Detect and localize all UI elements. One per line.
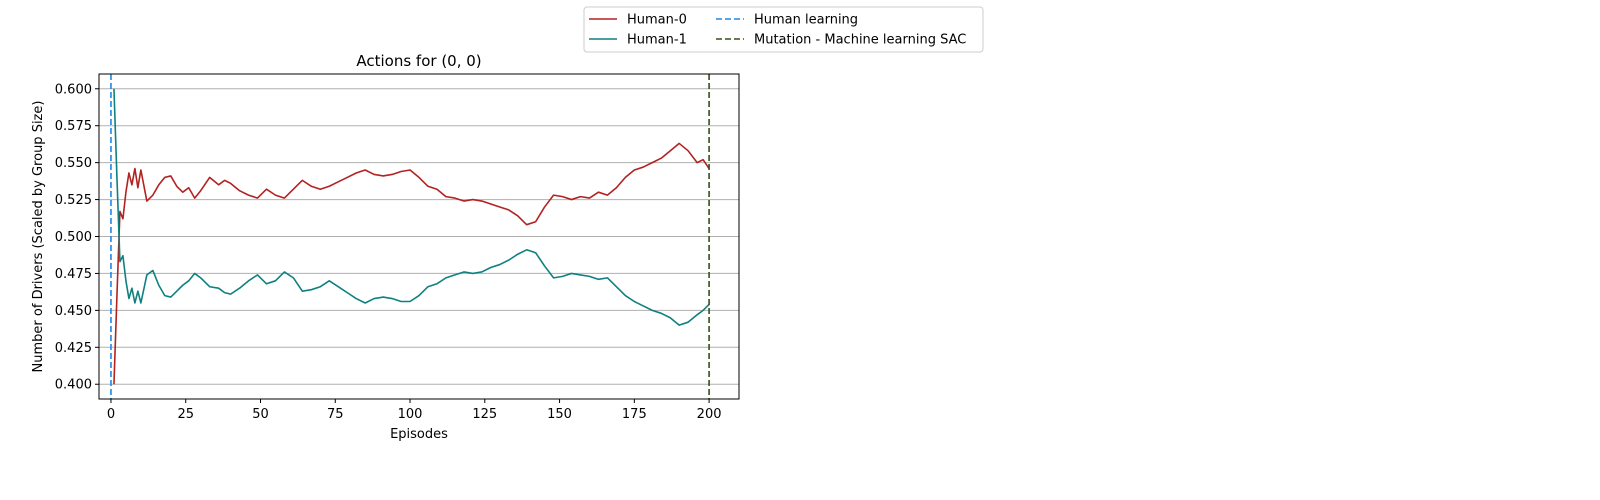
y-tick-label: 0.475 <box>55 267 92 282</box>
series-line-human-0 <box>113 142 710 385</box>
x-tick-label: 150 <box>547 407 572 422</box>
legend: Human-0 Human-1 Human learning Mutation - M… <box>583 6 984 53</box>
x-tick-label: 75 <box>327 407 344 422</box>
grid-lines <box>99 88 739 385</box>
y-axis-label: Number of Drivers (Scaled by Group Size) <box>31 101 46 373</box>
x-tick-label: 125 <box>472 407 497 422</box>
x-tick-label: 0 <box>107 407 115 422</box>
x-tick-label: 175 <box>622 407 647 422</box>
legend-label: Human learning <box>754 13 858 28</box>
x-tick-label: 25 <box>177 407 194 422</box>
chart-title: Actions for (0, 0) <box>356 52 481 70</box>
x-tick-label: 50 <box>252 407 269 422</box>
y-tick-label: 0.550 <box>55 156 92 171</box>
x-axis-ticks: 0 25 50 75 100 125 150 175 200 <box>107 399 722 422</box>
legend-label: Human-1 <box>627 33 687 48</box>
legend-box <box>583 6 984 53</box>
y-tick-label: 0.525 <box>55 193 92 208</box>
legend-label: Human-0 <box>627 13 687 28</box>
y-tick-label: 0.600 <box>55 82 92 97</box>
y-tick-label: 0.400 <box>55 378 92 393</box>
y-tick-label: 0.425 <box>55 341 92 356</box>
x-tick-label: 100 <box>398 407 423 422</box>
reference-lines <box>110 74 710 399</box>
x-axis-label: Episodes <box>390 427 448 442</box>
y-tick-label: 0.450 <box>55 304 92 319</box>
plot-series <box>113 88 710 385</box>
y-tick-label: 0.575 <box>55 119 92 134</box>
x-tick-label: 200 <box>697 407 722 422</box>
y-tick-label: 0.500 <box>55 230 92 245</box>
legend-label: Mutation - Machine learning SAC <box>754 33 966 48</box>
series-line-human-1 <box>113 88 710 326</box>
y-axis-ticks: 0.400 0.425 0.450 0.475 0.500 0.525 0.550 0.575… <box>55 82 99 393</box>
